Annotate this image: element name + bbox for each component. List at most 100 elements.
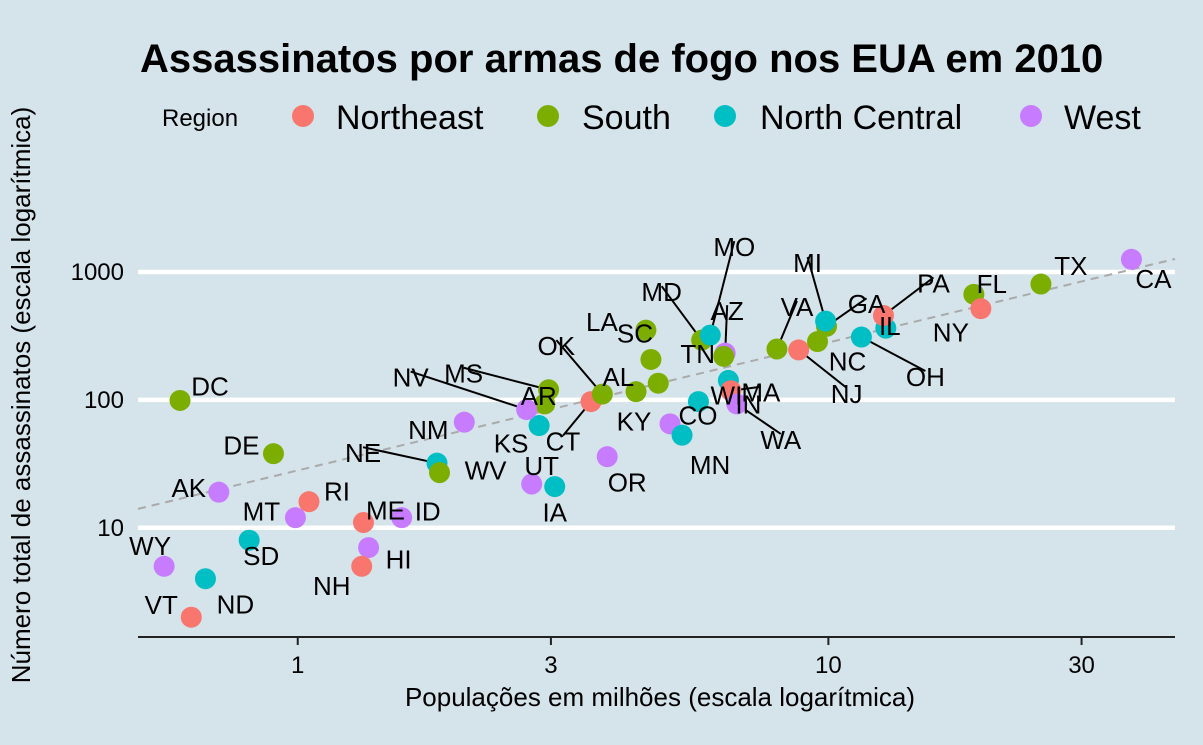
data-point: [699, 324, 721, 346]
data-point: [238, 529, 260, 551]
data-point: [1030, 273, 1052, 295]
data-point: [872, 304, 894, 326]
label-leader: [709, 240, 736, 336]
label-leader: [860, 336, 926, 372]
legend-title: Region: [162, 105, 238, 132]
legend-marker: [714, 105, 736, 127]
data-point: [788, 339, 810, 361]
point-label: KS: [494, 428, 529, 458]
label-leader: [806, 256, 827, 322]
data-point: [544, 476, 566, 498]
point-label: WV: [465, 455, 508, 485]
point-label: WA: [760, 425, 802, 455]
legend-label: Northeast: [336, 99, 484, 137]
point-label: DC: [191, 371, 229, 401]
point-label: TN: [680, 339, 715, 369]
label-leader: [362, 446, 438, 465]
point-label: FL: [977, 269, 1007, 299]
data-point: [647, 372, 669, 394]
data-point: [153, 555, 175, 577]
point-label: WI: [711, 380, 743, 410]
y-tick-label: 100: [84, 387, 124, 414]
data-point: [687, 391, 709, 413]
data-point: [766, 338, 788, 360]
point-label: ID: [415, 497, 441, 527]
legend-marker: [1020, 105, 1042, 127]
point-label: NH: [313, 571, 351, 601]
legend: Region Northeast South North Central West: [162, 99, 1141, 137]
point-label: AZ: [711, 296, 744, 326]
data-point: [429, 462, 451, 484]
point-label: AK: [171, 473, 206, 503]
gridlines: [138, 269, 1175, 531]
data-point: [351, 555, 373, 577]
data-point: [850, 326, 872, 348]
point-label: WY: [129, 531, 171, 561]
point-label: AR: [521, 381, 557, 411]
point-label: NJ: [831, 379, 863, 409]
point-label: OK: [538, 331, 576, 361]
data-point: [516, 399, 538, 421]
x-tick-label: 10: [815, 652, 842, 679]
data-point: [284, 507, 306, 529]
data-point: [1120, 248, 1142, 270]
point-label: NM: [408, 415, 448, 445]
data-point: [671, 424, 693, 446]
data-point: [358, 537, 380, 559]
point-label: MO: [713, 232, 755, 262]
point-label: MI: [793, 248, 822, 278]
point-label: SD: [243, 541, 279, 571]
data-point: [528, 415, 550, 437]
point-label: ME: [366, 495, 405, 525]
point-label: MA: [741, 378, 781, 408]
label-leader: [410, 370, 527, 411]
point-label: UT: [524, 451, 559, 481]
point-label: IN: [735, 389, 761, 419]
label-leader: [660, 285, 703, 341]
data-point: [713, 345, 735, 367]
point-label: DE: [223, 431, 259, 461]
data-point: [391, 507, 413, 529]
data-point: [807, 331, 829, 353]
point-label: IA: [542, 497, 567, 527]
data-point: [596, 446, 618, 468]
data-point: [194, 568, 216, 590]
point-label: PA: [917, 268, 950, 298]
point-label: IL: [879, 311, 901, 341]
point-label: OH: [906, 362, 945, 392]
point-label: NV: [393, 362, 430, 392]
point-label: AL: [602, 362, 634, 392]
legend-label: North Central: [760, 99, 962, 137]
point-label: CA: [1135, 264, 1172, 294]
point-label: VA: [781, 292, 814, 322]
data-point: [298, 491, 320, 513]
data-point: [726, 393, 748, 415]
data-point: [640, 348, 662, 370]
x-tick-label: 1: [291, 652, 304, 679]
y-tick-label: 1000: [71, 259, 124, 286]
chart-title: Assassinatos por armas de fogo nos EUA e…: [140, 37, 1103, 81]
point-label: SC: [617, 318, 653, 348]
point-label: RI: [324, 477, 350, 507]
point-label: KY: [617, 407, 652, 437]
point-label: TX: [1054, 251, 1087, 281]
point-label: CT: [546, 426, 581, 456]
data-point: [538, 379, 560, 401]
point-label: MD: [641, 277, 681, 307]
point-label: MT: [243, 497, 281, 527]
axes: 1 3 10 30 10 100 1000: [71, 259, 1175, 679]
y-axis-title: Número total de assassinatos (escala log…: [6, 107, 36, 684]
data-point: [625, 381, 647, 403]
point-label: MS: [444, 359, 483, 389]
data-point: [591, 383, 613, 405]
data-point: [453, 411, 475, 433]
x-tick-label: 30: [1068, 652, 1095, 679]
data-point: [635, 319, 657, 341]
point-label: NE: [345, 438, 381, 468]
point-label: CO: [679, 401, 718, 431]
x-tick-label: 3: [544, 652, 557, 679]
label-leader: [463, 366, 549, 391]
legend-marker: [292, 105, 314, 127]
